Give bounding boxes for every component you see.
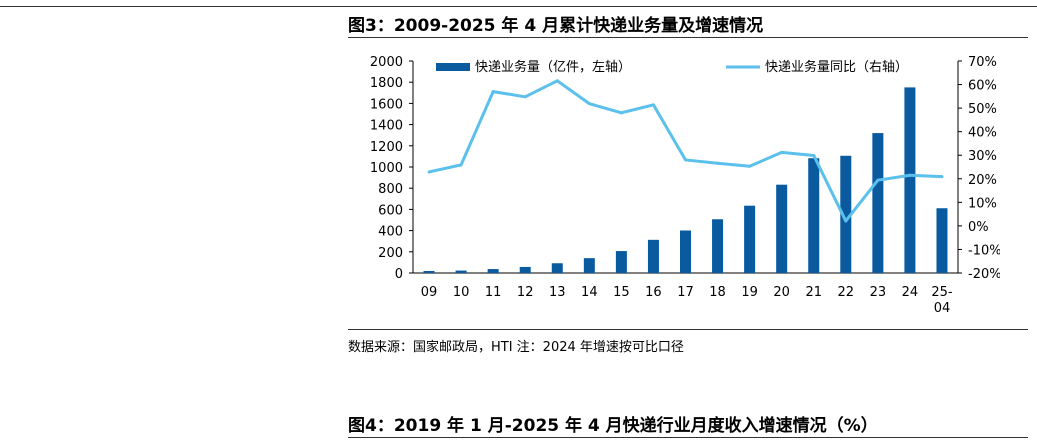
right-tick-label: -10%	[968, 243, 1000, 258]
x-tick-label: 23	[870, 285, 887, 300]
point-yoy-growth	[651, 103, 655, 107]
bar-volume	[872, 133, 884, 273]
figure-4-rule	[348, 437, 1028, 438]
x-tick-label: 22	[838, 285, 855, 300]
left-tick-label: 800	[378, 182, 403, 197]
point-yoy-growth	[716, 161, 720, 165]
x-tick-label: 15	[613, 285, 630, 300]
point-yoy-growth	[844, 219, 848, 223]
left-tick-label: 1800	[370, 76, 403, 91]
x-tick-label: 09	[421, 285, 438, 300]
x-tick-label: 20	[773, 285, 790, 300]
point-yoy-growth	[587, 102, 591, 106]
left-tick-label: 1600	[370, 97, 403, 112]
bar-volume	[487, 269, 499, 273]
left-tick-label: 400	[378, 225, 403, 240]
left-tick-label: 1000	[370, 161, 403, 176]
right-tick-label: 50%	[968, 102, 997, 117]
bar-volume	[455, 270, 467, 273]
bar-volume	[615, 251, 627, 273]
point-yoy-growth	[523, 95, 527, 99]
left-tick-label: 1200	[370, 140, 403, 155]
bar-volume	[423, 270, 435, 273]
x-tick-label: 10	[453, 285, 470, 300]
point-yoy-growth	[780, 150, 784, 154]
right-tick-label: 30%	[968, 149, 997, 164]
point-yoy-growth	[940, 175, 944, 179]
x-tick-label: 19	[741, 285, 758, 300]
right-tick-label: 70%	[968, 55, 997, 70]
source-rule	[348, 329, 1028, 330]
legend-label-volume: 快递业务量（亿件，左轴）	[475, 59, 631, 75]
x-tick-label: 24	[902, 285, 919, 300]
point-yoy-growth	[491, 90, 495, 94]
point-yoy-growth	[459, 163, 463, 167]
left-tick-label: 2000	[370, 55, 403, 70]
bar-volume	[551, 263, 563, 273]
right-tick-label: -20%	[968, 267, 1000, 282]
left-tick-label: 600	[378, 203, 403, 218]
bar-volume	[712, 219, 724, 273]
point-yoy-growth	[876, 178, 880, 182]
right-tick-label: 60%	[968, 79, 997, 94]
express-volume-chart: 0 200 400 600 800 1000 1200 1400 1600 1800 2000 -20…	[370, 55, 1000, 316]
point-yoy-growth	[684, 158, 687, 162]
point-yoy-growth	[748, 164, 752, 168]
x-tick-label: 12	[517, 285, 534, 300]
x-tick-label: 13	[549, 285, 566, 300]
bar-volume	[776, 184, 788, 273]
x-tick-label: 11	[485, 285, 502, 300]
point-yoy-growth	[812, 153, 816, 157]
x-tick-label: 18	[709, 285, 726, 300]
bar-volume	[840, 155, 852, 273]
title-rule	[348, 37, 1028, 38]
bar-volume	[744, 205, 756, 273]
x-tick-label: 16	[645, 285, 662, 300]
bar-volume	[808, 158, 820, 273]
line-yoy-growth	[428, 79, 943, 223]
x-tick-label: 14	[581, 285, 598, 300]
source-note: 数据来源：国家邮政局，HTI 注：2024 年增速按可比口径	[348, 340, 684, 355]
left-tick-label: 0	[395, 267, 403, 282]
point-yoy-growth	[908, 173, 912, 177]
x-tick-label: 04	[934, 301, 951, 316]
left-tick-label: 200	[378, 246, 403, 261]
figure-3-title: 图3：2009-2025 年 4 月累计快递业务量及增速情况	[348, 16, 764, 36]
right-tick-label: 40%	[968, 126, 997, 141]
bar-volume	[680, 230, 691, 273]
right-tick-label: 10%	[968, 196, 997, 211]
bar-volume	[936, 208, 948, 273]
x-tick-label: 25-	[931, 285, 953, 300]
legend-swatch-volume	[436, 63, 470, 71]
bar-volume	[583, 258, 595, 273]
left-tick-label: 1400	[370, 119, 403, 134]
right-tick-label: 20%	[968, 173, 997, 188]
point-yoy-growth	[555, 79, 559, 83]
legend-label-growth: 快递业务量同比（右轴）	[765, 59, 908, 75]
top-rule	[0, 6, 1037, 7]
figure-4-title: 图4：2019 年 1 月-2025 年 4 月快递行业月度收入增速情况（%）	[348, 416, 878, 436]
right-tick-label: 0%	[968, 220, 989, 235]
bar-volume	[519, 266, 531, 273]
x-tick-label: 17	[677, 285, 694, 300]
point-yoy-growth	[427, 170, 431, 174]
point-yoy-growth	[619, 111, 623, 115]
bar-volume	[904, 87, 916, 273]
x-tick-label: 21	[805, 285, 822, 300]
bar-volume	[647, 239, 659, 273]
